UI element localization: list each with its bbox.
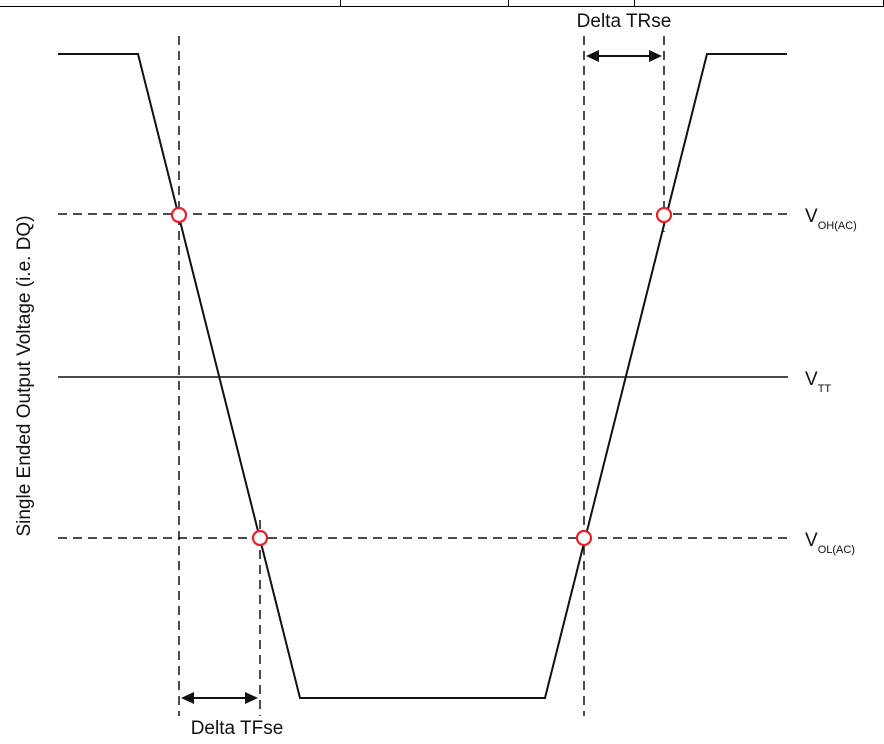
vol-label: VOL(AC) (805, 530, 855, 556)
y-axis-label: Single Ended Output Voltage (i.e. DQ) (14, 215, 35, 536)
voh-label: VOH(AC) (805, 206, 857, 232)
rise-time-arrow (586, 50, 662, 62)
fall-time-arrow (181, 692, 258, 704)
top-border (0, 0, 884, 7)
output-waveform (58, 53, 787, 699)
voh-fall-crossing (170, 206, 188, 224)
fall-time-label: Delta TFse (191, 718, 284, 739)
vol-fall-crossing (251, 529, 269, 547)
rise-time-label: Delta TRse (577, 11, 672, 32)
vol-rise-crossing (575, 529, 593, 547)
voh-rise-crossing (655, 206, 673, 224)
vtt-label: VTT (805, 369, 831, 395)
